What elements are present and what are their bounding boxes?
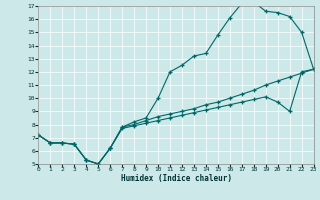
X-axis label: Humidex (Indice chaleur): Humidex (Indice chaleur) xyxy=(121,174,231,183)
